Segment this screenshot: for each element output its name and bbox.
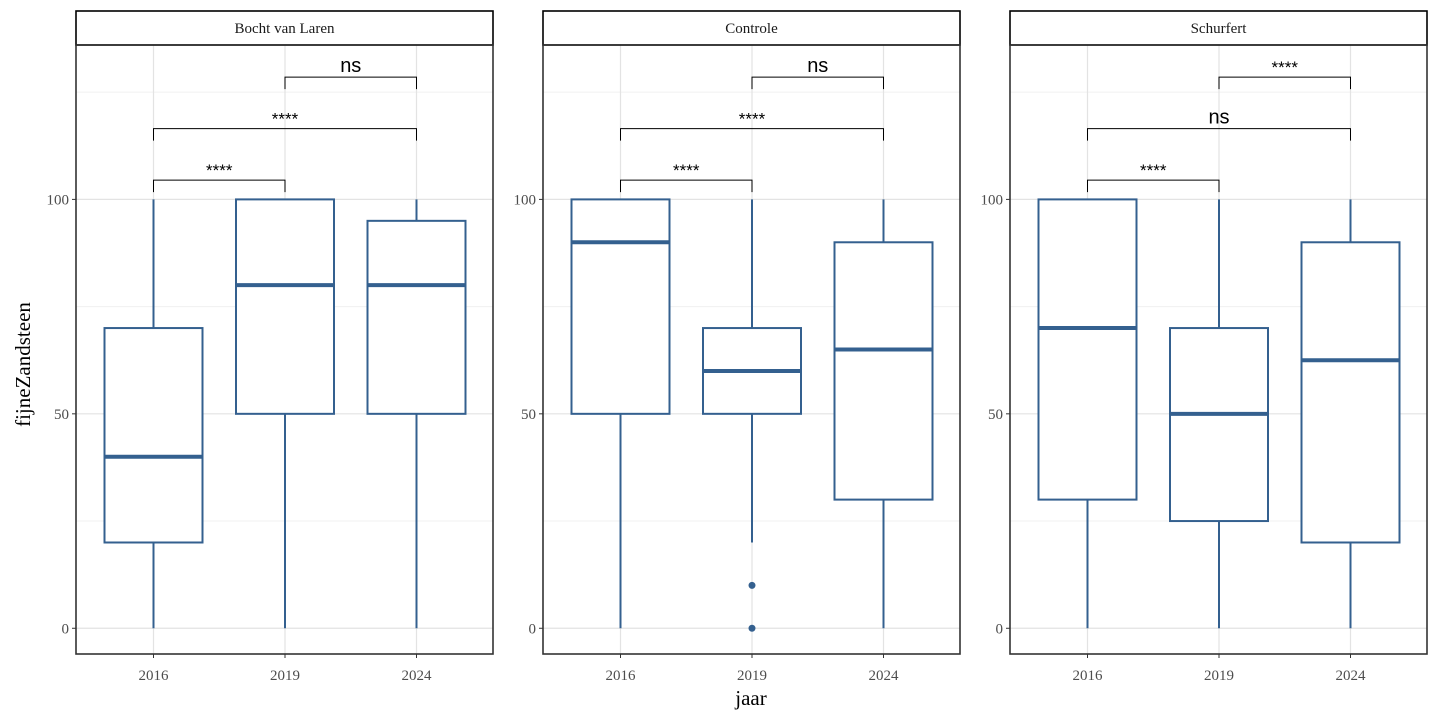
comparison-bracket — [1087, 179, 1220, 193]
box-iqr — [103, 327, 204, 544]
significance-label: **** — [673, 161, 700, 180]
y-tick-label: 0 — [529, 621, 537, 637]
comparison-bracket — [620, 179, 753, 193]
box-iqr — [1037, 198, 1138, 501]
y-tick-label: 100 — [981, 192, 1004, 208]
outlier-point — [748, 581, 756, 589]
box-iqr — [366, 219, 467, 415]
y-tick-label: 100 — [47, 192, 70, 208]
box-iqr — [235, 198, 335, 415]
x-tick-label: 2016 — [139, 668, 170, 684]
x-tick-label: 2016 — [1073, 668, 1104, 684]
significance-label: **** — [739, 110, 766, 129]
comparison-bracket — [620, 128, 884, 141]
box-iqr — [1300, 241, 1401, 544]
panel-border — [542, 44, 961, 655]
x-tick-label: 2024 — [869, 668, 900, 684]
significance-label: ns — [1208, 107, 1229, 129]
comparison-bracket — [1087, 128, 1351, 141]
x-tick-label: 2019 — [1204, 668, 1234, 684]
box-iqr — [1169, 327, 1269, 523]
significance-label: **** — [1272, 58, 1299, 77]
comparison-bracket — [153, 128, 417, 141]
x-tick-label: 2016 — [606, 668, 637, 684]
comparison-bracket — [153, 179, 286, 193]
facet-title: Schurfert — [1191, 21, 1248, 37]
comparison-bracket — [751, 76, 884, 90]
x-tick-label: 2024 — [1336, 668, 1367, 684]
facet-title: Bocht van Laren — [235, 21, 335, 37]
facet-title: Controle — [725, 21, 778, 37]
y-tick-label: 0 — [996, 621, 1004, 637]
outlier-point — [748, 624, 756, 632]
facet-strip — [542, 10, 961, 46]
y-tick-label: 100 — [514, 192, 537, 208]
significance-label: ns — [807, 55, 828, 77]
comparison-bracket — [1218, 76, 1351, 90]
y-tick-label: 0 — [62, 621, 70, 637]
x-tick-label: 2019 — [737, 668, 767, 684]
y-tick-label: 50 — [521, 407, 536, 423]
box-iqr — [833, 241, 934, 501]
x-tick-label: 2019 — [270, 668, 300, 684]
comparison-bracket — [284, 76, 417, 90]
panel-border — [1009, 44, 1428, 655]
significance-label: **** — [206, 161, 233, 180]
panel-border — [75, 44, 494, 655]
significance-label: ns — [340, 55, 361, 77]
significance-label: **** — [272, 110, 299, 129]
y-tick-label: 50 — [54, 407, 69, 423]
y-tick-label: 50 — [988, 407, 1003, 423]
x-tick-label: 2024 — [402, 668, 433, 684]
y-axis-title: fijneZandsteen — [11, 302, 35, 427]
box-iqr — [570, 198, 671, 415]
x-axis-title: jaar — [734, 686, 766, 710]
significance-label: **** — [1140, 161, 1167, 180]
facet-strip — [75, 10, 494, 46]
